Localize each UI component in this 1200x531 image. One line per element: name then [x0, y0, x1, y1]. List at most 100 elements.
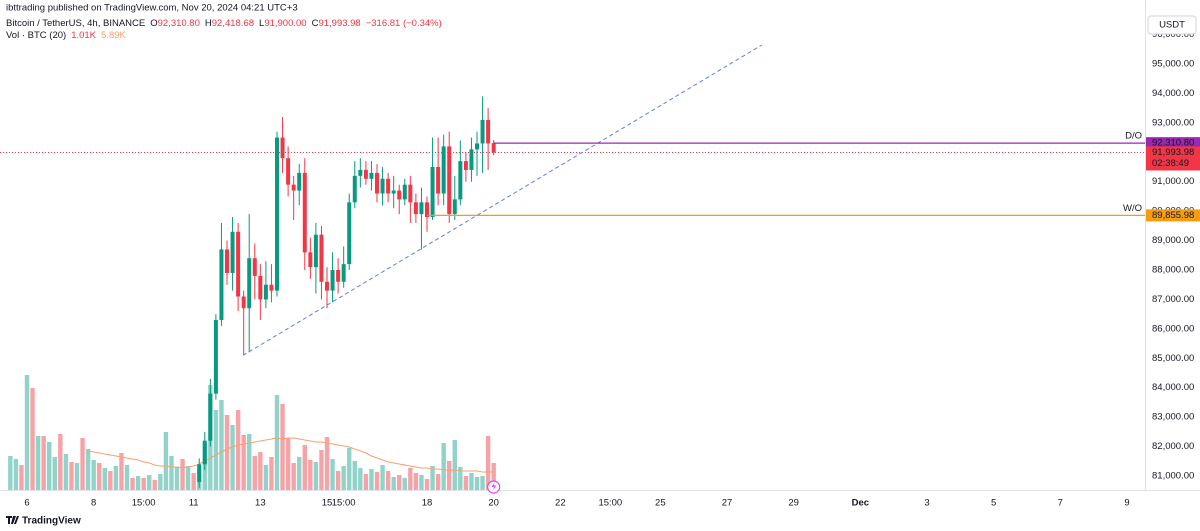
volume-legend: Vol · BTC (20) 1.01K 5.89K	[6, 30, 127, 41]
candle-body	[358, 169, 363, 176]
volume-bar	[263, 465, 269, 490]
last-price-label: 91,993.98	[1152, 147, 1194, 158]
volume-bar	[402, 478, 407, 490]
candle-body	[452, 199, 457, 215]
x-tick-label: 27	[722, 498, 733, 509]
y-tick-label: 88,000.00	[1152, 265, 1194, 276]
volume-bar	[313, 462, 319, 490]
ohlc-value: 91,993.98	[318, 18, 360, 29]
ohlc-key: L	[259, 18, 264, 29]
volume-bar	[97, 463, 102, 490]
candle-body	[475, 143, 479, 150]
volume-bar	[463, 476, 469, 490]
symbol-title: Bitcoin / TetherUS, 4h, BINANCE	[6, 18, 145, 29]
volume-bar	[424, 479, 430, 490]
x-tick-label: 20	[488, 498, 499, 509]
volume-bar	[147, 475, 152, 490]
level-axis-label: 89,855.98	[1152, 210, 1194, 221]
candle-body	[419, 202, 424, 215]
volume-bar	[213, 410, 219, 490]
candle-body	[258, 275, 263, 300]
overlay: ibttrading published on TradingView.com,…	[6, 3, 1142, 527]
brand: TradingView	[22, 516, 81, 527]
candle-body	[430, 167, 435, 218]
candle-body	[352, 175, 357, 203]
ohlc-value: 91,900.00	[264, 18, 306, 29]
candle-body	[375, 172, 379, 194]
candle-body	[297, 172, 302, 191]
candle-body	[441, 146, 446, 194]
volume-ma-value: 5.89K	[101, 30, 126, 41]
ohlc-value: 92,418.68	[212, 18, 254, 29]
y-tick-label: 91,000.00	[1152, 176, 1194, 187]
x-tick-label: 3	[924, 498, 929, 509]
volume-bar	[47, 442, 52, 490]
change: −316.81 (−0.34%)	[366, 18, 442, 29]
volume-bar	[235, 410, 241, 490]
volume-bar	[358, 468, 363, 490]
candle-body	[319, 234, 324, 282]
candle-body	[252, 258, 257, 276]
countdown-label: 02:38:49	[1152, 158, 1189, 169]
candle-body	[436, 167, 441, 194]
candle-body	[408, 184, 413, 203]
ohlc-key: C	[312, 18, 319, 29]
ohlc-key: H	[205, 18, 212, 29]
volume-bar	[430, 466, 435, 490]
volume-bar	[291, 463, 296, 490]
volume-bar	[80, 438, 85, 490]
volume-bar	[35, 436, 41, 490]
volume-bar	[385, 471, 391, 490]
volume-bar	[163, 432, 169, 490]
volume-bar	[63, 454, 69, 490]
volume-bar	[252, 456, 257, 490]
y-tick-label: 93,000.00	[1152, 117, 1194, 128]
volume-bar	[74, 463, 80, 490]
candle-body	[286, 158, 291, 185]
volume-bar	[52, 457, 57, 490]
axes: 6 8 15:00 11 13 15 15:00 18 20 22 15:00 25 27 29 Dec 3 5…	[24, 15, 1200, 509]
y-tick-label: 94,000.00	[1152, 88, 1194, 99]
volume-bar	[452, 440, 457, 490]
volume-bar	[274, 395, 280, 490]
ohlc-value: 92,310.80	[158, 18, 200, 29]
volume-bar	[413, 473, 419, 490]
currency-box	[1147, 15, 1197, 35]
volume-bar	[158, 474, 163, 490]
volume-bar	[185, 466, 191, 490]
volume-bar	[19, 465, 24, 490]
candle-body	[458, 161, 463, 200]
candle-body	[308, 252, 313, 268]
candle-body	[413, 202, 418, 215]
candle-body	[447, 146, 452, 215]
candle-body	[247, 258, 252, 309]
currency-label: USDT	[1159, 20, 1185, 31]
volume-bar	[480, 476, 485, 490]
y-tick-label: 95,000.00	[1152, 59, 1194, 70]
volume-bar	[102, 468, 107, 490]
candle-body	[341, 264, 346, 282]
candle-body	[197, 464, 202, 482]
x-tick-label: 7	[1058, 498, 1063, 509]
candle-body	[369, 172, 374, 179]
trend-line	[242, 44, 763, 356]
level-axis-box	[1146, 209, 1200, 222]
volume-bar	[24, 375, 30, 490]
symbol-legend: Bitcoin / TetherUS, 4h, BINANCE O92,310.8…	[6, 18, 442, 29]
tv-logo	[6, 516, 19, 524]
volume-bar	[119, 453, 124, 490]
volume-bar	[269, 457, 274, 490]
candle-body	[263, 284, 268, 300]
volume-bar	[458, 467, 463, 490]
volume-bar	[113, 466, 119, 490]
volume-bar	[474, 477, 480, 490]
volume-bar	[341, 466, 346, 490]
volume-bar	[258, 452, 263, 490]
volume-bar	[330, 459, 335, 490]
volume-bar	[91, 460, 96, 490]
y-tick-label: 83,000.00	[1152, 412, 1194, 423]
volume-value: 1.01K	[71, 30, 96, 41]
y-tick-label: 84,000.00	[1152, 382, 1194, 393]
